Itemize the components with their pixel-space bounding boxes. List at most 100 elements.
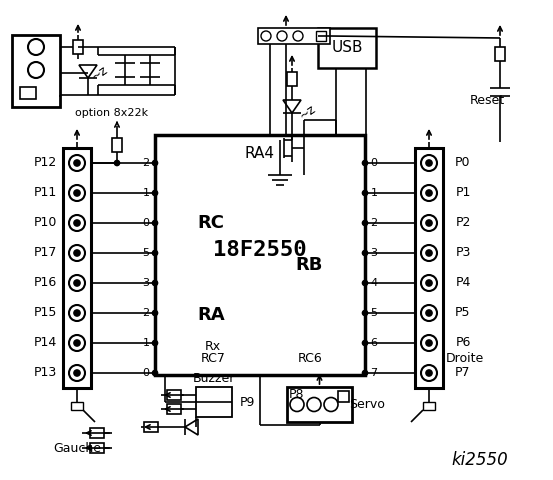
Text: P15: P15 xyxy=(33,307,57,320)
Text: 7: 7 xyxy=(371,368,378,378)
Bar xyxy=(287,72,297,86)
Bar xyxy=(63,148,91,388)
Circle shape xyxy=(426,370,432,376)
Circle shape xyxy=(426,250,432,256)
Bar xyxy=(73,40,83,54)
Circle shape xyxy=(74,340,80,346)
Text: ~z: ~z xyxy=(89,63,111,83)
Circle shape xyxy=(426,310,432,316)
Circle shape xyxy=(363,251,368,255)
Circle shape xyxy=(153,280,158,286)
Circle shape xyxy=(363,191,368,195)
Text: P5: P5 xyxy=(455,307,471,320)
Text: ki2550: ki2550 xyxy=(452,451,508,469)
Text: 5: 5 xyxy=(143,248,149,258)
Text: ~z: ~z xyxy=(298,102,319,122)
Circle shape xyxy=(74,190,80,196)
Bar xyxy=(71,402,83,410)
Bar xyxy=(112,137,122,152)
Circle shape xyxy=(153,220,158,226)
Circle shape xyxy=(74,250,80,256)
Text: 1: 1 xyxy=(143,338,149,348)
Text: P0: P0 xyxy=(455,156,471,169)
Text: P9: P9 xyxy=(239,396,255,408)
Text: P16: P16 xyxy=(33,276,56,289)
Bar xyxy=(495,47,505,61)
Text: RC: RC xyxy=(197,214,224,232)
Text: Droite: Droite xyxy=(446,351,484,364)
Circle shape xyxy=(153,251,158,255)
Circle shape xyxy=(426,280,432,286)
Circle shape xyxy=(363,160,368,166)
Circle shape xyxy=(74,370,80,376)
Text: P13: P13 xyxy=(33,367,56,380)
Text: 0: 0 xyxy=(371,158,378,168)
Text: P17: P17 xyxy=(33,247,57,260)
Circle shape xyxy=(153,311,158,315)
Text: RA4: RA4 xyxy=(245,145,275,160)
Text: P12: P12 xyxy=(33,156,56,169)
Bar xyxy=(166,404,180,414)
Text: Buzzer: Buzzer xyxy=(193,372,235,385)
Circle shape xyxy=(74,220,80,226)
Text: P11: P11 xyxy=(33,187,56,200)
Bar xyxy=(338,391,349,402)
Text: P8: P8 xyxy=(289,387,305,400)
Bar xyxy=(166,390,180,400)
Circle shape xyxy=(153,371,158,375)
Text: RB: RB xyxy=(296,256,323,274)
Text: P10: P10 xyxy=(33,216,57,229)
Bar xyxy=(196,387,232,417)
Circle shape xyxy=(363,280,368,286)
Circle shape xyxy=(74,310,80,316)
Bar xyxy=(20,87,36,99)
Bar xyxy=(415,148,443,388)
Circle shape xyxy=(363,371,368,375)
Bar xyxy=(318,28,376,68)
Text: 2: 2 xyxy=(371,218,378,228)
Text: Servo: Servo xyxy=(349,398,385,411)
Text: RA: RA xyxy=(197,306,225,324)
Text: 0: 0 xyxy=(143,218,149,228)
Text: P1: P1 xyxy=(455,187,471,200)
Circle shape xyxy=(426,340,432,346)
Bar xyxy=(258,28,330,44)
Text: P6: P6 xyxy=(455,336,471,349)
Text: RC6: RC6 xyxy=(298,352,322,365)
Text: Rx: Rx xyxy=(205,340,221,353)
Circle shape xyxy=(426,160,432,166)
Text: RC7: RC7 xyxy=(201,352,226,365)
Text: P7: P7 xyxy=(455,367,471,380)
Circle shape xyxy=(426,220,432,226)
Bar xyxy=(144,422,158,432)
Text: P14: P14 xyxy=(33,336,56,349)
Circle shape xyxy=(74,160,80,166)
Circle shape xyxy=(74,280,80,286)
Text: USB: USB xyxy=(331,40,363,56)
Text: 2: 2 xyxy=(143,158,149,168)
Circle shape xyxy=(426,190,432,196)
Text: 5: 5 xyxy=(371,308,378,318)
Circle shape xyxy=(153,191,158,195)
Text: P3: P3 xyxy=(455,247,471,260)
Text: P2: P2 xyxy=(455,216,471,229)
Circle shape xyxy=(363,340,368,346)
Text: 3: 3 xyxy=(143,278,149,288)
Text: 0: 0 xyxy=(143,368,149,378)
Circle shape xyxy=(114,160,119,166)
Circle shape xyxy=(153,160,158,166)
Text: 3: 3 xyxy=(371,248,378,258)
Bar xyxy=(423,402,435,410)
Bar xyxy=(90,428,104,438)
Bar xyxy=(90,443,104,453)
Text: 1: 1 xyxy=(371,188,378,198)
Text: 1: 1 xyxy=(143,188,149,198)
Circle shape xyxy=(363,311,368,315)
Text: P4: P4 xyxy=(455,276,471,289)
Bar xyxy=(316,31,326,41)
Text: Gauche: Gauche xyxy=(53,442,101,455)
Bar xyxy=(287,387,352,422)
Text: Reset: Reset xyxy=(470,94,505,107)
Text: 4: 4 xyxy=(371,278,378,288)
Circle shape xyxy=(363,220,368,226)
